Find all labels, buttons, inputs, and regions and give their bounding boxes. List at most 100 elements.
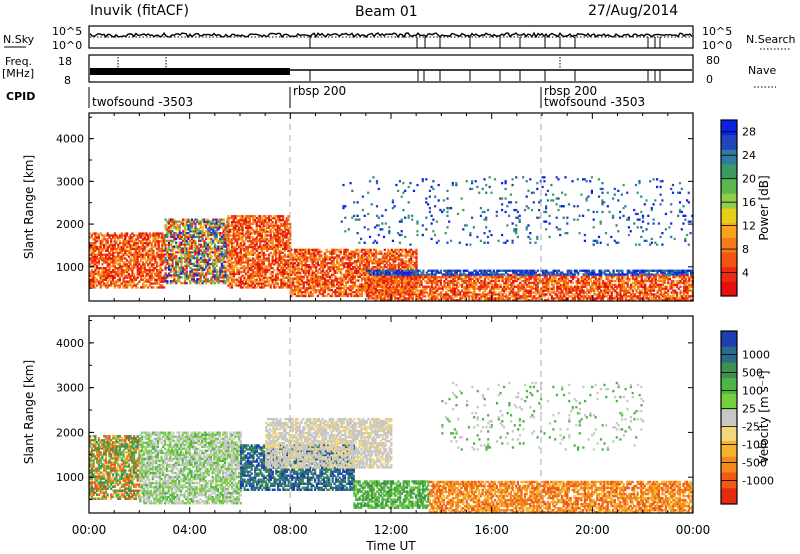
range-cell: [282, 280, 285, 283]
range-cell: [408, 248, 411, 251]
range-cell: [113, 234, 116, 237]
range-cell: [362, 256, 365, 259]
range-cell: [110, 280, 113, 283]
range-cell: [299, 252, 302, 255]
range-cell: [346, 258, 349, 261]
range-cell: [152, 286, 155, 289]
range-cell: [127, 242, 130, 245]
range-cell: [157, 247, 160, 251]
range-cell: [92, 253, 95, 256]
range-cell: [269, 224, 272, 227]
range-cell: [148, 276, 152, 279]
range-cell: [280, 270, 283, 274]
range-cell: [131, 267, 134, 270]
range-cell: [176, 270, 179, 273]
range-cell: [334, 289, 337, 292]
range-cell: [243, 261, 246, 264]
range-cell: [271, 263, 274, 266]
range-cell: [96, 272, 99, 276]
range-cell: [290, 254, 293, 257]
range-cell: [199, 257, 202, 260]
range-cell: [110, 270, 113, 274]
range-cell: [129, 245, 132, 249]
range-cell: [198, 247, 201, 250]
range-cell: [169, 218, 172, 221]
range-cell: [111, 274, 115, 277]
range-cell: [329, 287, 332, 290]
range-cell: [103, 259, 106, 262]
range-cell: [124, 265, 127, 268]
range-cell: [339, 252, 342, 255]
range-cell: [385, 256, 388, 259]
range-cell: [337, 291, 341, 294]
range-cell: [275, 238, 278, 241]
range-cell: [134, 247, 137, 251]
range-cell: [208, 222, 211, 225]
range-cell: [380, 250, 383, 253]
range-cell: [113, 272, 116, 276]
range-cell: [276, 247, 279, 251]
range-cell: [182, 282, 185, 285]
range-cell: [306, 279, 309, 282]
range-cell: [164, 235, 167, 239]
range-cell: [276, 224, 279, 227]
range-cell: [239, 215, 242, 218]
range-cell: [267, 284, 271, 287]
range-cell: [410, 277, 413, 280]
range-cell: [166, 255, 169, 258]
range-cell: [334, 264, 337, 267]
range-cell: [161, 240, 164, 243]
range-cell: [381, 281, 385, 284]
range-cell: [359, 275, 362, 278]
range-cell: [169, 230, 172, 233]
range-cell: [212, 262, 215, 266]
range-cell: [287, 253, 290, 256]
range-cell: [220, 276, 224, 279]
range-cell: [389, 264, 392, 267]
range-cell: [226, 253, 229, 256]
range-cell: [138, 245, 141, 249]
range-cell: [245, 251, 248, 254]
range-cell: [399, 254, 402, 257]
range-cell: [210, 280, 213, 283]
range-cell: [143, 284, 146, 287]
range-cell: [285, 255, 288, 258]
range-cell: [278, 265, 281, 268]
range-cell: [348, 271, 351, 274]
range-cell: [264, 242, 267, 245]
range-cell: [336, 294, 339, 298]
range-cell: [213, 224, 216, 227]
range-cell: [299, 283, 302, 286]
range-cell: [306, 275, 309, 278]
range-cell: [420, 279, 423, 283]
range-cell: [259, 272, 262, 276]
range-cell: [117, 259, 120, 262]
range-cell: [283, 263, 286, 266]
range-cell: [350, 281, 353, 284]
range-cell: [183, 249, 187, 252]
range-cell: [283, 234, 286, 237]
range-cell: [185, 247, 188, 250]
range-cell: [126, 232, 129, 235]
range-cell: [280, 269, 283, 272]
range-cell: [152, 265, 155, 268]
range-cell: [106, 269, 109, 272]
range-cell: [219, 218, 222, 221]
range-cell: [232, 230, 235, 233]
range-cell: [115, 257, 118, 260]
range-cell: [97, 238, 100, 241]
range-cell: [118, 272, 122, 276]
range-cell: [343, 266, 346, 269]
range-cell: [394, 256, 397, 259]
range-cell: [295, 250, 298, 253]
range-cell: [141, 249, 145, 252]
range-cell: [152, 251, 155, 254]
range-cell: [154, 259, 157, 262]
range-cell: [180, 235, 183, 239]
range-cell: [192, 272, 195, 275]
range-cell: [302, 294, 305, 298]
range-cell: [287, 269, 290, 272]
range-cell: [369, 256, 372, 259]
range-cell: [171, 270, 174, 273]
range-cell: [115, 236, 118, 239]
